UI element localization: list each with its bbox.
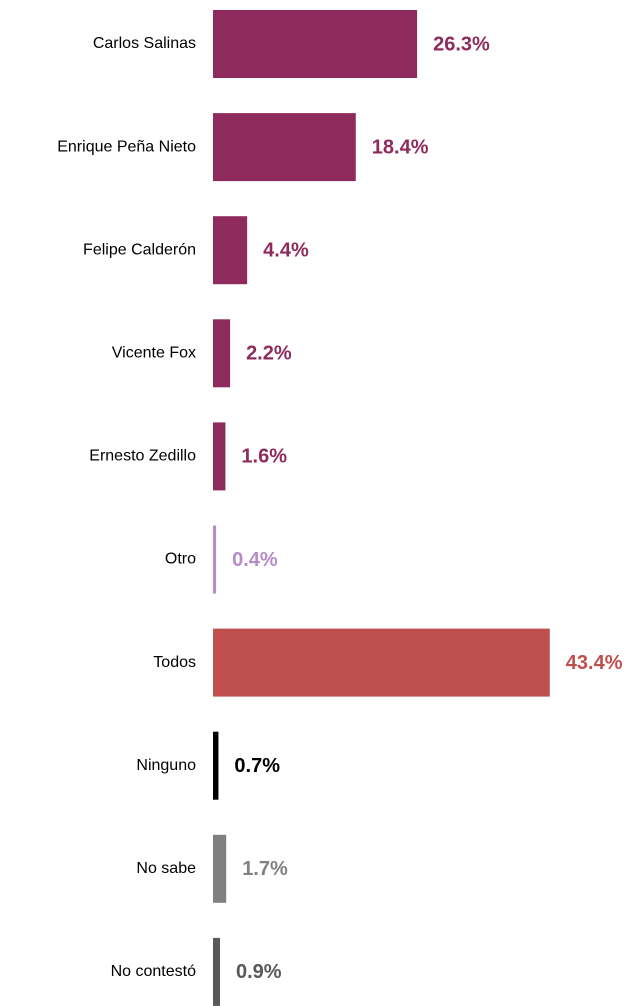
bar: [213, 422, 226, 491]
bar: [213, 10, 418, 78]
bar: [213, 525, 217, 594]
value-label: 1.7%: [242, 858, 288, 880]
bar: [213, 731, 219, 800]
bar: [213, 216, 248, 285]
category-label: No sabe: [136, 860, 196, 877]
category-label: Ninguno: [136, 757, 196, 774]
bar: [213, 628, 550, 697]
value-label: 43.4%: [566, 652, 623, 674]
bar: [213, 834, 227, 903]
value-label: 1.6%: [241, 446, 287, 468]
value-label: 0.7%: [234, 755, 280, 777]
category-label: Enrique Peña Nieto: [57, 138, 196, 155]
bar: [213, 937, 220, 1006]
value-label: 0.4%: [232, 549, 278, 571]
bar: [213, 319, 231, 388]
value-label: 4.4%: [263, 239, 309, 261]
value-label: 18.4%: [372, 136, 429, 158]
value-label: 26.3%: [433, 33, 490, 55]
category-label: Ernesto Zedillo: [89, 448, 196, 465]
value-label: 2.2%: [246, 343, 292, 365]
category-label: Otro: [165, 551, 196, 568]
bar: [213, 113, 356, 182]
category-label: Todos: [153, 654, 196, 671]
category-label: Vicente Fox: [112, 345, 196, 362]
category-label: Carlos Salinas: [93, 35, 196, 52]
value-label: 0.9%: [236, 961, 282, 983]
category-label: No contestó: [111, 963, 196, 980]
category-label: Felipe Calderón: [83, 241, 196, 258]
